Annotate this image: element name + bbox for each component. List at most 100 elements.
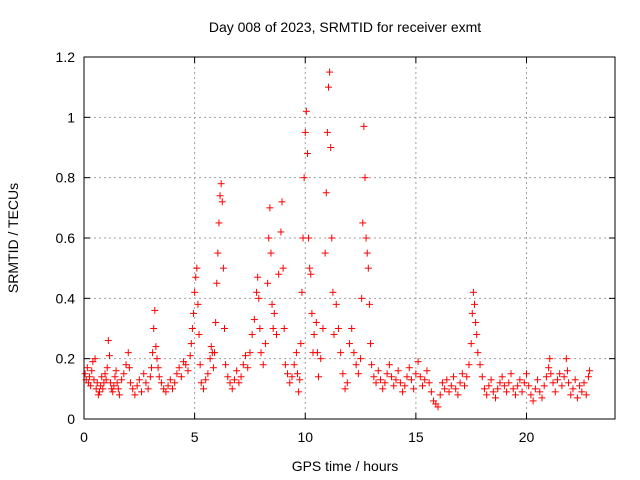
y-tick-label: 1 <box>67 109 75 125</box>
data-point <box>438 379 446 387</box>
data-point <box>112 367 120 375</box>
data-point <box>162 388 170 396</box>
data-point <box>246 349 254 357</box>
data-point <box>584 373 592 381</box>
data-point <box>248 331 256 339</box>
data-point <box>454 391 462 399</box>
data-point <box>427 388 435 396</box>
data-point <box>500 382 508 390</box>
data-point <box>352 361 360 369</box>
data-point <box>489 388 497 396</box>
data-point <box>383 370 391 378</box>
data-point <box>217 180 225 188</box>
data-point <box>152 343 160 351</box>
data-point <box>360 122 368 130</box>
data-point <box>388 373 396 381</box>
data-point <box>297 340 305 348</box>
data-point <box>264 279 272 287</box>
data-point <box>551 388 559 396</box>
data-point <box>368 361 376 369</box>
data-point <box>275 270 283 278</box>
data-point <box>326 68 334 76</box>
data-point <box>256 325 264 332</box>
data-point <box>268 300 276 308</box>
data-point <box>449 373 457 381</box>
data-point <box>423 367 431 375</box>
data-point <box>191 288 199 296</box>
data-point <box>187 340 195 348</box>
data-point <box>379 385 387 393</box>
data-point <box>385 361 393 369</box>
data-point <box>294 370 302 378</box>
data-point <box>190 309 198 317</box>
data-point <box>303 150 311 158</box>
data-point <box>350 349 358 357</box>
data-point <box>441 385 449 393</box>
chart-title: Day 008 of 2023, SRMTID for receiver exm… <box>209 19 481 35</box>
data-point <box>219 264 227 272</box>
data-point <box>91 355 99 363</box>
data-point <box>101 370 109 378</box>
data-point <box>463 373 471 381</box>
x-tick-label: 15 <box>408 429 424 445</box>
data-point <box>473 331 481 339</box>
data-point <box>295 388 303 396</box>
data-point <box>230 376 238 384</box>
data-point <box>472 318 480 326</box>
x-tick-label: 5 <box>191 429 199 445</box>
data-point <box>146 373 154 381</box>
data-point <box>434 403 442 411</box>
data-point <box>580 379 588 387</box>
data-point <box>573 394 581 402</box>
data-point <box>233 367 241 375</box>
data-point <box>93 379 101 387</box>
data-point <box>483 391 491 399</box>
data-point <box>125 364 133 372</box>
data-point <box>536 388 544 396</box>
data-point <box>361 174 369 182</box>
data-point <box>272 331 280 339</box>
data-point <box>547 370 555 378</box>
y-axis-title: SRMTID / TECUs <box>5 183 21 293</box>
data-point <box>478 373 486 381</box>
data-point <box>110 382 118 390</box>
data-point <box>153 355 161 363</box>
data-point <box>556 370 564 378</box>
data-point <box>98 373 106 381</box>
data-point <box>126 379 134 387</box>
data-point <box>265 234 273 242</box>
data-point <box>164 382 172 390</box>
data-point <box>358 294 366 302</box>
y-tick-label: 0 <box>67 411 75 427</box>
data-point <box>115 391 123 399</box>
data-point <box>182 361 190 369</box>
data-point <box>487 376 495 384</box>
data-point <box>317 355 325 363</box>
data-point <box>527 391 535 399</box>
data-point <box>259 361 267 369</box>
data-point <box>186 352 194 360</box>
data-point <box>147 364 155 372</box>
data-point <box>94 391 102 399</box>
data-point <box>471 300 479 308</box>
data-point <box>280 325 288 332</box>
data-point <box>443 376 451 384</box>
data-point <box>399 388 407 396</box>
data-point <box>278 198 286 206</box>
data-point <box>346 340 353 348</box>
data-point <box>496 379 504 387</box>
data-point <box>321 249 329 257</box>
data-point <box>266 204 274 212</box>
data-point <box>155 373 163 381</box>
data-point <box>407 376 415 384</box>
data-point <box>494 385 502 393</box>
data-point <box>571 376 579 384</box>
data-point <box>337 349 345 357</box>
data-point <box>359 219 367 227</box>
data-point <box>354 370 362 378</box>
data-point <box>173 370 181 378</box>
data-point <box>480 385 488 393</box>
data-point <box>362 234 370 242</box>
data-point <box>171 379 179 387</box>
